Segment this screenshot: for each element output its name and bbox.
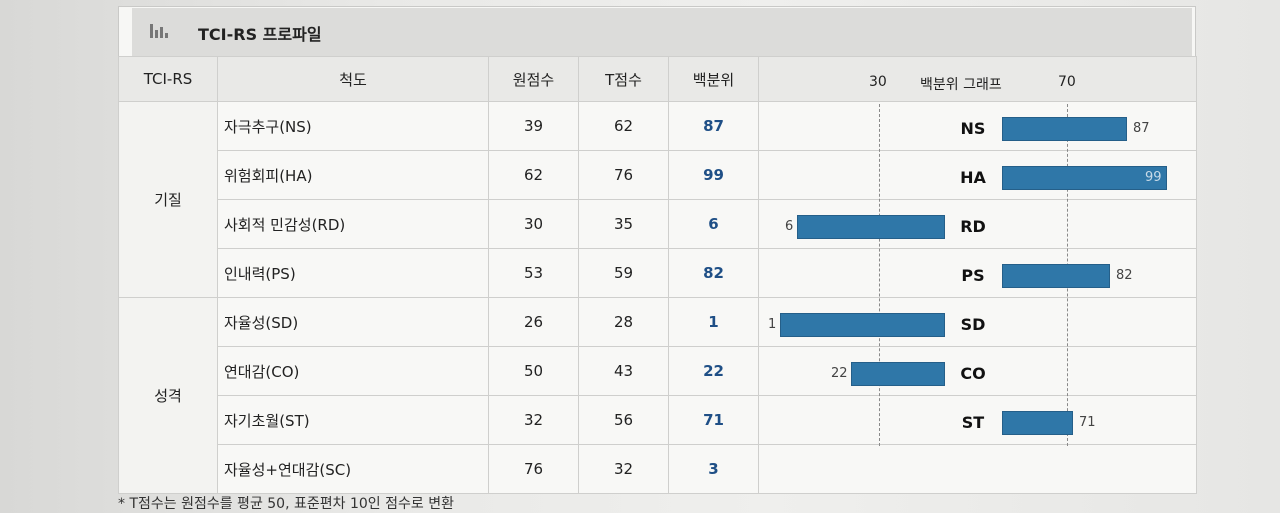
scale-cell: 인내력(PS) [217,248,489,298]
scale-cell: 위험회피(HA) [217,150,489,200]
raw-cell: 26 [488,297,579,347]
graph-cell [758,150,1197,200]
table-row: 연대감(CO) 50 43 22 [119,346,1197,396]
raw-cell: 32 [488,395,579,445]
raw-cell: 53 [488,248,579,298]
t-cell: 76 [578,150,669,200]
t-cell: 28 [578,297,669,347]
scale-cell: 자율성(SD) [217,297,489,347]
t-cell: 32 [578,444,669,494]
raw-cell: 50 [488,346,579,396]
graph-cell [758,395,1197,445]
table-row: 위험회피(HA) 62 76 99 [119,150,1197,200]
graph-tick-30: 30 [869,74,887,90]
raw-cell: 76 [488,444,579,494]
header-graph [758,56,1197,102]
table-row: 기질 자극추구(NS) 39 62 87 [118,101,1197,298]
t-cell: 43 [578,346,669,396]
raw-cell: 30 [488,199,579,249]
pct-cell: 99 [668,150,759,200]
pct-cell: 1 [668,297,759,347]
t-cell: 62 [578,101,669,151]
table-row: 자기초월(ST) 32 56 71 [119,395,1197,445]
table-header-row: TCI-RS 척도 원점수 T점수 백분위 [118,56,1197,102]
pct-cell: 82 [668,248,759,298]
pct-cell: 87 [668,101,759,151]
page-title: TCI-RS 프로파일 [198,25,322,44]
pct-cell: 6 [668,199,759,249]
table-row: 사회적 민감성(RD) 30 35 6 [119,199,1197,249]
graph-cell [758,346,1197,396]
table-row: 자율성+연대감(SC) 76 32 3 [119,444,1197,494]
graph-title: 백분위 그래프 [920,77,1002,93]
pct-cell: 22 [668,346,759,396]
scale-cell: 자율성+연대감(SC) [217,444,489,494]
t-cell: 56 [578,395,669,445]
scale-cell: 자기초월(ST) [217,395,489,445]
graph-cell [758,444,1197,494]
header-t: T점수 [578,56,669,102]
graph-cell [758,297,1197,347]
category-cell: 성격 [118,297,218,494]
raw-cell: 62 [488,150,579,200]
table-row: 인내력(PS) 53 59 82 [119,248,1197,298]
pct-cell: 3 [668,444,759,494]
header-tci: TCI-RS [118,56,218,102]
t-cell: 59 [578,248,669,298]
raw-cell: 39 [488,101,579,151]
header-raw: 원점수 [488,56,579,102]
category-cell: 기질 [118,101,218,298]
table-row: 성격 자율성(SD) 26 28 1 [118,297,1197,494]
header-scale: 척도 [217,56,489,102]
scale-cell: 자극추구(NS) [217,101,489,151]
t-cell: 35 [578,199,669,249]
scale-cell: 연대감(CO) [217,346,489,396]
graph-cell [758,199,1197,249]
graph-cell [758,248,1197,298]
profile-table: TCI-RS 척도 원점수 T점수 백분위 기질 자극추구(NS) 39 62 … [118,56,1197,494]
header-pct: 백분위 [668,56,759,102]
bar-chart-icon [150,24,168,38]
scale-cell: 사회적 민감성(RD) [217,199,489,249]
graph-tick-70: 70 [1058,74,1076,90]
footnote: * T점수는 원점수를 평균 50, 표준편차 10인 점수로 변환 [118,496,454,512]
title-bar: TCI-RS 프로파일 [132,8,1192,57]
pct-cell: 71 [668,395,759,445]
graph-cell [758,101,1197,151]
